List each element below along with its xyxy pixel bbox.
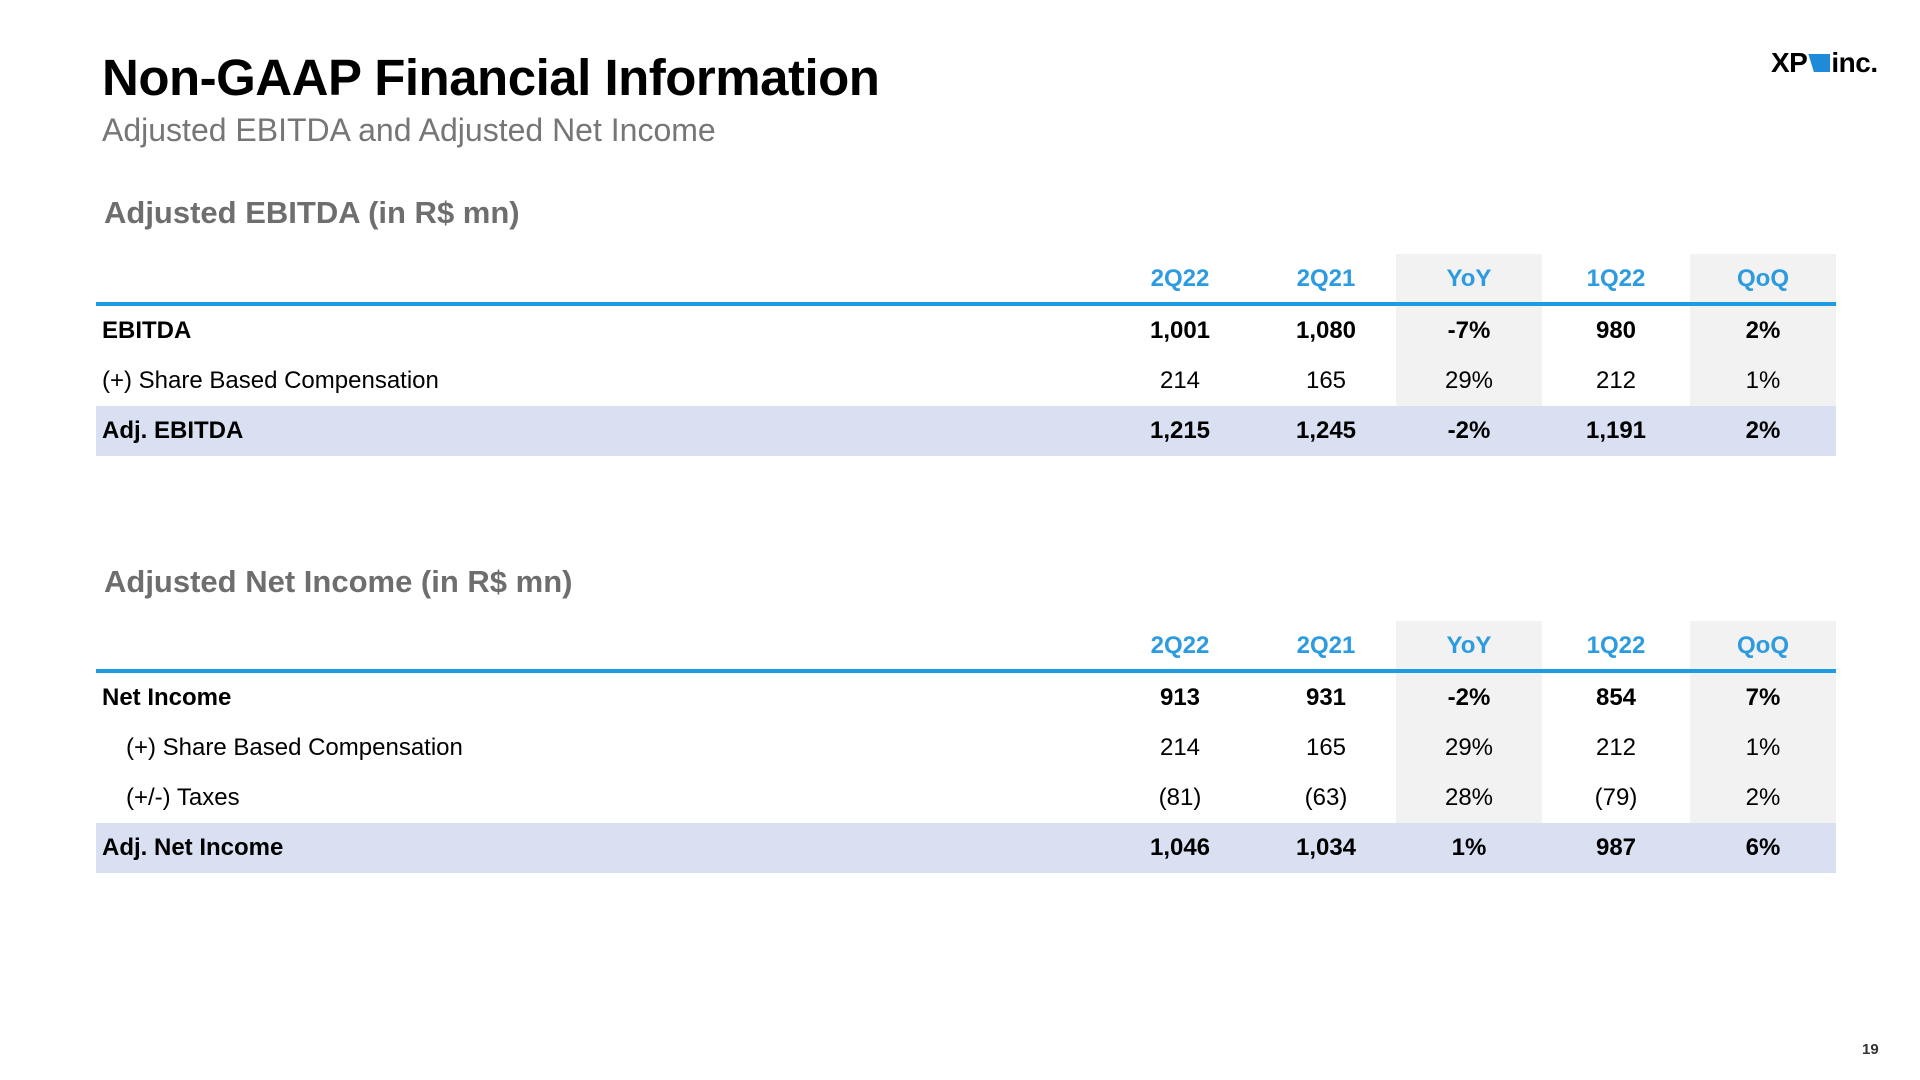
- table-cell: 1%: [1745, 367, 1781, 394]
- column-header: 2Q22: [1150, 265, 1210, 292]
- table-cell: 854: [1595, 684, 1637, 711]
- column-header: 1Q22: [1586, 632, 1646, 659]
- table-cell: -7%: [1447, 317, 1491, 344]
- table-cell: 165: [1305, 734, 1347, 761]
- table-cell: -2%: [1447, 684, 1491, 711]
- ebitda-table: 2Q22 2Q21 YoY 1Q22 QoQ EBITDA 1,001 1,08…: [96, 254, 1836, 456]
- table-cell: (63): [1304, 784, 1348, 811]
- column-header: 2Q21: [1296, 265, 1356, 292]
- table-header-row: 2Q22 2Q21 YoY 1Q22 QoQ: [96, 621, 1836, 671]
- table-cell: 2%: [1745, 417, 1781, 444]
- table-cell: 212: [1595, 367, 1637, 394]
- table-cell: (81): [1158, 784, 1202, 811]
- table-cell: 1,046: [1149, 834, 1211, 861]
- table-cell: 165: [1305, 367, 1347, 394]
- logo-mark-icon: [1808, 54, 1831, 72]
- page-title: Non-GAAP Financial Information: [102, 49, 880, 106]
- xp-inc-logo: XP inc.: [1771, 46, 1881, 80]
- row-label: Net Income: [102, 684, 232, 711]
- table-cell: 6%: [1745, 834, 1781, 861]
- table-cell: 29%: [1444, 734, 1494, 761]
- table-row-total: Adj. Net Income 1,046 1,034 1% 987 6%: [96, 823, 1836, 873]
- table-cell: 28%: [1444, 784, 1494, 811]
- table-cell: 987: [1595, 834, 1637, 861]
- table-header-row: 2Q22 2Q21 YoY 1Q22 QoQ: [96, 254, 1836, 304]
- column-header: 2Q22: [1150, 632, 1210, 659]
- net-income-table: 2Q22 2Q21 YoY 1Q22 QoQ Net Income 913 93…: [96, 621, 1836, 873]
- table-cell: 214: [1159, 734, 1201, 761]
- column-header: YoY: [1446, 265, 1492, 292]
- table-cell: 212: [1595, 734, 1637, 761]
- column-header: QoQ: [1737, 632, 1789, 659]
- table-row: (+) Share Based Compensation 214 165 29%…: [96, 723, 1836, 773]
- table-cell: 7%: [1745, 684, 1781, 711]
- table-row: (+/-) Taxes (81) (63) 28% (79) 2%: [96, 773, 1836, 823]
- table-cell: (79): [1594, 784, 1638, 811]
- page-number: 19: [1862, 1041, 1879, 1058]
- header-rule: [96, 669, 1836, 673]
- table-cell: 214: [1159, 367, 1201, 394]
- table-cell: -2%: [1447, 417, 1491, 444]
- column-header: 2Q21: [1296, 632, 1356, 659]
- ebitda-section-title: Adjusted EBITDA (in R$ mn): [104, 195, 520, 230]
- row-label: EBITDA: [102, 317, 192, 344]
- header-rule: [96, 302, 1836, 306]
- logo-text-right: inc.: [1831, 47, 1878, 78]
- table-row-total: Adj. EBITDA 1,215 1,245 -2% 1,191 2%: [96, 406, 1836, 456]
- row-label: Adj. Net Income: [102, 834, 284, 861]
- table-cell: 2%: [1745, 784, 1781, 811]
- row-label: Adj. EBITDA: [102, 417, 244, 444]
- table-cell: 931: [1305, 684, 1347, 711]
- column-header: 1Q22: [1586, 265, 1646, 292]
- row-label: (+/-) Taxes: [126, 784, 240, 811]
- column-header: YoY: [1446, 632, 1492, 659]
- column-header: QoQ: [1737, 265, 1789, 292]
- logo-text-left: XP: [1771, 47, 1808, 78]
- table-cell: 980: [1595, 317, 1637, 344]
- table-row: Net Income 913 931 -2% 854 7%: [96, 673, 1836, 723]
- table-cell: 1,034: [1295, 834, 1357, 861]
- table-cell: 1,001: [1149, 317, 1211, 344]
- table-cell: 29%: [1444, 367, 1494, 394]
- table-row: (+) Share Based Compensation 214 165 29%…: [96, 356, 1836, 406]
- table-cell: 1,191: [1585, 417, 1647, 444]
- net-income-section-title: Adjusted Net Income (in R$ mn): [104, 564, 573, 599]
- table-cell: 1%: [1745, 734, 1781, 761]
- table-cell: 1,245: [1295, 417, 1357, 444]
- row-label: (+) Share Based Compensation: [126, 734, 463, 761]
- table-row: EBITDA 1,001 1,080 -7% 980 2%: [96, 306, 1836, 356]
- page-subtitle: Adjusted EBITDA and Adjusted Net Income: [102, 112, 716, 148]
- table-cell: 1,215: [1149, 417, 1211, 444]
- table-cell: 2%: [1745, 317, 1781, 344]
- table-cell: 1,080: [1295, 317, 1357, 344]
- table-cell: 913: [1159, 684, 1201, 711]
- table-cell: 1%: [1451, 834, 1487, 861]
- row-label: (+) Share Based Compensation: [102, 367, 439, 394]
